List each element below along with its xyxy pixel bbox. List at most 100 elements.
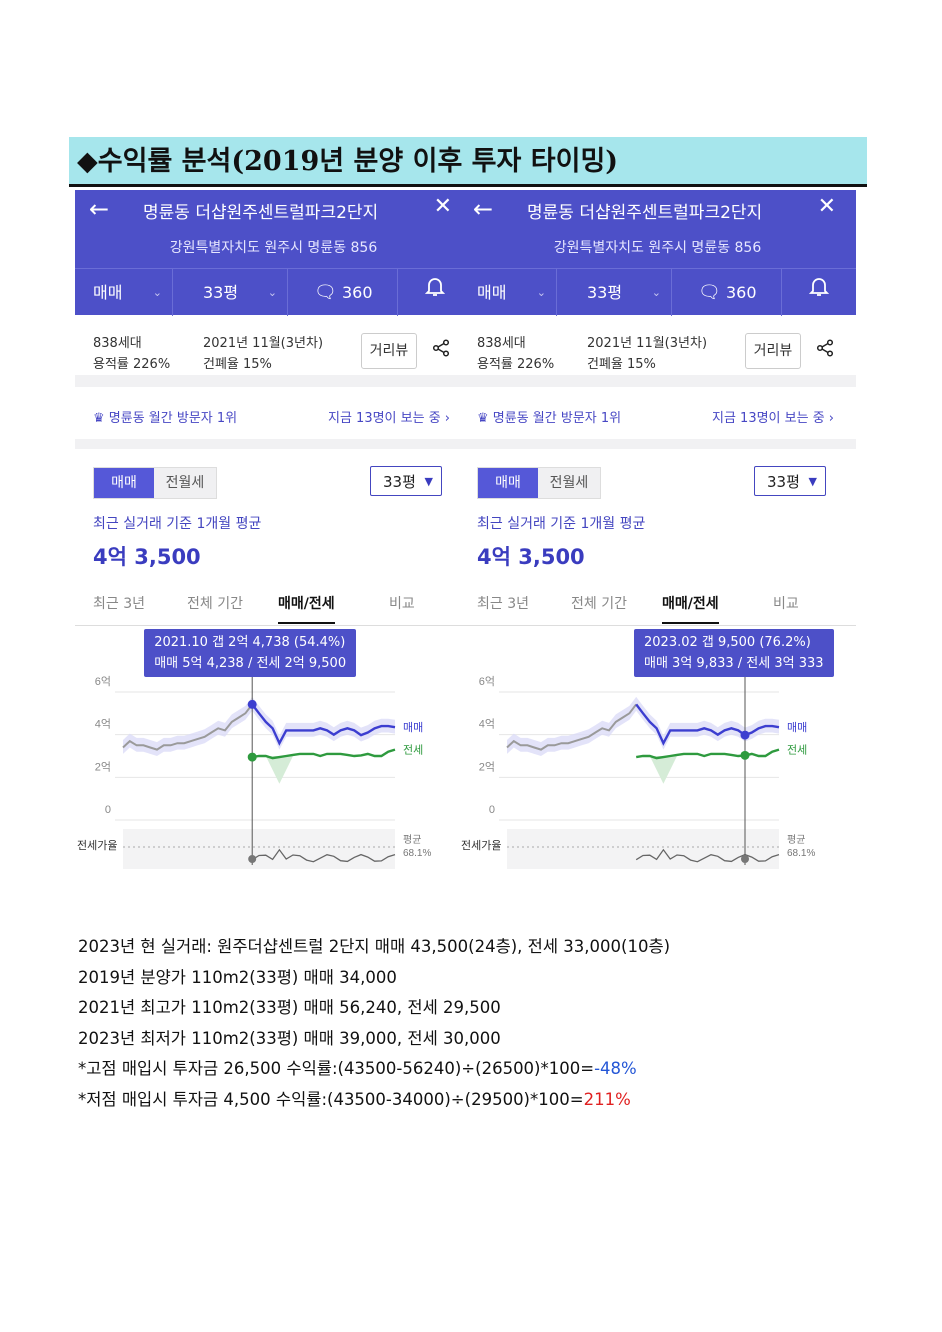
sale-range-band (507, 696, 779, 756)
tab-recent-3y[interactable]: 최근 3년 (477, 596, 529, 612)
size-label: 33평 (587, 283, 623, 302)
y-tick-label: 2억 (479, 760, 495, 773)
size-label: 33평 (203, 283, 239, 302)
filter-bar: 매매 ⌄ 33평 ⌄ 🗨 360 (459, 268, 856, 316)
size-select[interactable]: 33평 ▼ (370, 466, 442, 496)
notification-bell-icon[interactable] (782, 269, 856, 316)
comments-button[interactable]: 🗨 360 (288, 269, 398, 316)
ratio-label: 전세가율 (461, 839, 501, 852)
note-line: 2019년 분양가 110m2(33평) 매매 34,000 (78, 967, 397, 987)
completion-date: 2021년 11월(3년차) (203, 336, 324, 351)
note-text: *저점 매입시 투자금 4,500 수익률:(43500-34000)÷(295… (78, 1089, 584, 1109)
sale-line (635, 703, 780, 746)
app-panel-right: ← 명륜동 더샵원주센트럴파크2단지 ✕ 강원특별자치도 원주시 명륜동 856… (459, 190, 856, 880)
completion-date: 2021년 11월(3년차) (587, 336, 708, 351)
app-header: ← 명륜동 더샵원주센트럴파크2단지 ✕ 강원특별자치도 원주시 명륜동 856… (459, 190, 856, 316)
cursor-ratio-point (248, 855, 257, 863)
note-text: *고점 매입시 투자금 26,500 수익률:(43500-56240)÷(26… (78, 1059, 595, 1078)
tab-compare[interactable]: 비교 (389, 596, 415, 612)
note-line: 2021년 최고가 110m2(33평) 매매 56,240, 전세 29,50… (78, 998, 501, 1017)
comments-button[interactable]: 🗨 360 (672, 269, 782, 316)
rank-text: 명륜동 월간 방문자 1위 (108, 411, 238, 426)
ratio-label: 전세가율 (77, 839, 117, 852)
address: 강원특별자치도 원주시 명륜동 856 (169, 240, 378, 256)
sale-presale-line (506, 703, 637, 751)
tab-compare[interactable]: 비교 (773, 596, 799, 612)
section-heading: ◆수익률 분석(2019년 분양 이후 투자 타이밍) (69, 137, 867, 187)
sale-presale-line (122, 703, 253, 751)
chevron-down-icon: ⌄ (536, 286, 546, 299)
period-tabs: 최근 3년 전체 기간 매매/전세 비교 (459, 585, 856, 626)
back-arrow-icon[interactable]: ← (89, 195, 110, 223)
size-dropdown[interactable]: 33평 ⌄ (173, 269, 288, 316)
viewers-link[interactable]: 지금 13명이 보는 중 › (712, 411, 834, 426)
legend-rent: 전세 (403, 744, 423, 757)
note-line: 2023년 현 실거래: 원주더샵센트럴 2단지 매매 43,500(24층),… (78, 937, 671, 956)
rent-line (252, 748, 396, 760)
filter-bar: 매매 ⌄ 33평 ⌄ 🗨 360 (75, 268, 472, 316)
ratio-band (123, 829, 395, 869)
viewers-link[interactable]: 지금 13명이 보는 중 › (328, 411, 450, 426)
coverage-ratio: 건폐율 15% (203, 357, 272, 372)
floor-area-ratio: 용적률 226% (477, 357, 555, 372)
avg-price: 4억 3,500 (477, 545, 585, 569)
ratio-band (507, 829, 779, 869)
trade-toggle: 매매 전월세 (93, 467, 217, 499)
share-icon[interactable] (432, 339, 450, 361)
size-select-value: 33평 (767, 473, 800, 491)
toggle-rent[interactable]: 전월세 (538, 468, 600, 498)
rent-range-band (265, 756, 293, 784)
trade-type-label: 매매 (93, 283, 123, 302)
rank-text: 명륜동 월간 방문자 1위 (492, 411, 622, 426)
complex-title: 명륜동 더샵원주센트럴파크2단지 (527, 203, 763, 223)
gain-result: 211% (583, 1089, 631, 1109)
chevron-down-icon: ⌄ (267, 286, 277, 299)
rent-line (636, 748, 780, 760)
crown-icon: ♛ (477, 411, 489, 426)
tab-sale-rent[interactable]: 매매/전세 (278, 593, 335, 624)
coverage-ratio: 건폐율 15% (587, 357, 656, 372)
tooltip-prices: 매매 5억 4,238 / 전세 2억 9,500 (154, 656, 347, 671)
period-tabs: 최근 3년 전체 기간 매매/전세 비교 (75, 585, 472, 626)
households: 838세대 (477, 336, 526, 351)
dropdown-triangle-icon: ▼ (424, 475, 433, 488)
speech-bubble-icon: 🗨 (314, 282, 337, 303)
y-tick-label: 6억 (95, 675, 111, 688)
street-view-button[interactable]: 거리뷰 (745, 333, 801, 369)
ratio-line (251, 848, 396, 863)
tab-all-period[interactable]: 전체 기간 (187, 596, 243, 612)
visitor-rank-bar[interactable]: ♛ 명륜동 월간 방문자 1위 지금 13명이 보는 중 › (75, 387, 472, 449)
y-tick-label: 4억 (95, 718, 111, 731)
toggle-sale[interactable]: 매매 (94, 468, 154, 498)
trade-type-dropdown[interactable]: 매매 ⌄ (459, 269, 557, 316)
note-line: *고점 매입시 투자금 26,500 수익률:(43500-56240)÷(26… (78, 1054, 670, 1085)
cursor-rent-point (247, 752, 257, 762)
avg-label: 최근 실거래 기준 1개월 평균 (93, 516, 262, 532)
tab-all-period[interactable]: 전체 기간 (571, 596, 627, 612)
crown-icon: ♛ (93, 411, 105, 426)
sale-line (251, 703, 396, 746)
toggle-rent[interactable]: 전월세 (154, 468, 216, 498)
avg-ratio-value: 68.1% (403, 848, 431, 859)
size-dropdown[interactable]: 33평 ⌄ (557, 269, 672, 316)
app-header: ← 명륜동 더샵원주센트럴파크2단지 ✕ 강원특별자치도 원주시 명륜동 856… (75, 190, 472, 316)
size-select[interactable]: 33평 ▼ (754, 466, 826, 496)
avg-price: 4억 3,500 (93, 545, 201, 569)
close-icon[interactable]: ✕ (817, 194, 836, 219)
tab-recent-3y[interactable]: 최근 3년 (93, 596, 145, 612)
notification-bell-icon[interactable] (398, 269, 472, 316)
share-icon[interactable] (816, 339, 834, 361)
rent-range-band (649, 756, 677, 784)
cursor-rent-point (740, 750, 750, 760)
tab-sale-rent[interactable]: 매매/전세 (662, 593, 719, 624)
visitor-rank-bar[interactable]: ♛ 명륜동 월간 방문자 1위 지금 13명이 보는 중 › (459, 387, 856, 449)
street-view-button[interactable]: 거리뷰 (361, 333, 417, 369)
trade-type-dropdown[interactable]: 매매 ⌄ (75, 269, 173, 316)
toggle-sale[interactable]: 매매 (478, 468, 538, 498)
back-arrow-icon[interactable]: ← (473, 195, 494, 223)
close-icon[interactable]: ✕ (433, 194, 452, 219)
cursor-sale-point (247, 699, 257, 709)
